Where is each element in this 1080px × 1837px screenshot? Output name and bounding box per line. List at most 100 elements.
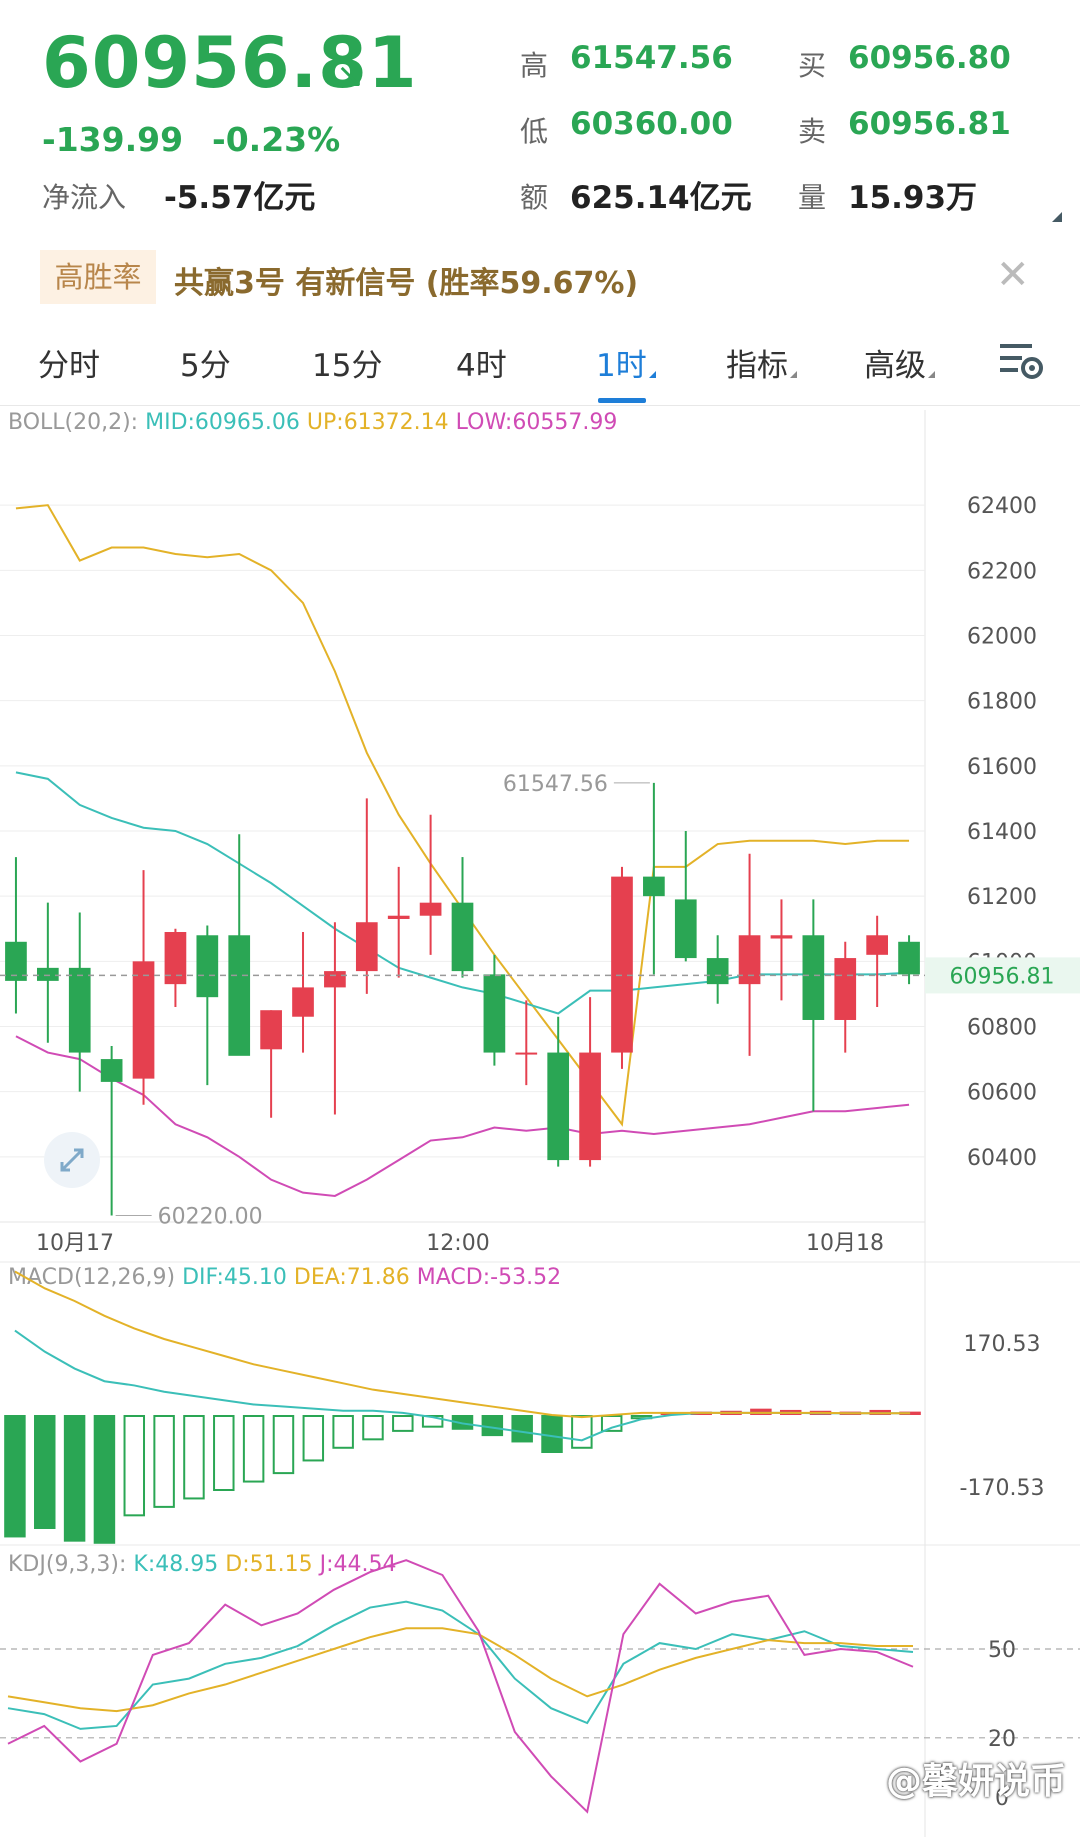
kdj-chart: 50 20 0	[0, 1559, 1080, 1814]
kdj-d: D:51.15	[225, 1552, 313, 1577]
macd-bar	[34, 1415, 56, 1529]
y-tick-label: 61800	[967, 690, 1037, 715]
signal-banner-text[interactable]: 共赢3号 有新信号 (胜率59.67%)	[174, 266, 639, 301]
buy-value: 60956.80	[848, 40, 1011, 76]
candle-body	[260, 1010, 282, 1050]
candle-body	[770, 935, 793, 939]
macd-bar	[750, 1408, 772, 1415]
tab-label: 4时	[456, 348, 507, 384]
price-change: -139.99	[42, 120, 184, 159]
candle-body	[451, 902, 474, 972]
macd-chart: 170.53 -170.53	[0, 1270, 1080, 1546]
macd-dif: DIF:45.10	[182, 1265, 287, 1290]
tab-label: 5分	[180, 348, 231, 384]
chart-settings-icon[interactable]	[998, 340, 1044, 384]
candle-body	[674, 899, 697, 959]
high-winrate-badge: 高胜率	[40, 250, 156, 304]
macd-legend: MACD(12,26,9) DIF:45.10 DEA:71.86 MACD:-…	[8, 1265, 561, 1290]
high-marker-label: 61547.56	[503, 772, 608, 797]
boll-low-line	[15, 1035, 910, 1197]
expand-icon[interactable]	[44, 1132, 100, 1188]
y-tick-label: 60800	[967, 1016, 1037, 1041]
kdj-j: J:44.54	[319, 1552, 397, 1577]
sell-value: 60956.81	[848, 106, 1011, 142]
macd-bar	[332, 1415, 354, 1449]
kdj-k-line	[7, 1600, 914, 1730]
macd-bar	[93, 1415, 116, 1544]
close-icon[interactable]: ✕	[996, 252, 1030, 298]
expand-quote-corner-icon[interactable]	[1052, 212, 1062, 222]
candle-body	[196, 935, 219, 998]
tab-15min[interactable]: 15分	[312, 340, 382, 385]
candlestick-chart: 6240062200620006180061600614006120061000…	[0, 410, 1080, 1837]
candle-body	[483, 974, 506, 1053]
kdj-tick-label: 50	[988, 1638, 1016, 1663]
macd-bar	[421, 1415, 444, 1428]
kdj-k: K:48.95	[133, 1552, 219, 1577]
y-tick-label: 62000	[967, 625, 1037, 650]
macd-bar	[272, 1415, 295, 1475]
tab-advanced[interactable]: 高级	[864, 340, 935, 385]
low-marker-label: 60220.00	[158, 1204, 263, 1229]
macd-bar	[362, 1415, 384, 1441]
candle-body	[802, 935, 825, 1020]
tab-timeshare[interactable]: 分时	[38, 340, 100, 385]
tab-indicators[interactable]: 指标	[726, 340, 797, 385]
y-tick-label: 61400	[967, 820, 1037, 845]
candle-body	[5, 941, 27, 981]
y-tick-label: 60400	[967, 1146, 1037, 1171]
macd-bar	[123, 1415, 146, 1517]
tabs-divider	[0, 405, 1080, 406]
tab-4hour[interactable]: 4时	[456, 340, 507, 385]
kdj-tick-label: 20	[988, 1727, 1016, 1752]
y-tick-label: 61200	[967, 885, 1037, 910]
macd-dea-line	[14, 1270, 911, 1419]
amount-label: 额	[520, 181, 549, 214]
x-tick-label: 12:00	[426, 1231, 489, 1256]
kdj-tick-label: 0	[995, 1786, 1009, 1811]
macd-bar	[213, 1415, 235, 1491]
candle-body	[132, 961, 155, 1079]
low-value: 60360.00	[570, 106, 733, 142]
candle-body	[579, 1052, 601, 1161]
dropdown-corner-icon	[790, 371, 797, 378]
volume-value: 15.93万	[848, 180, 978, 216]
dropdown-corner-icon	[648, 371, 656, 378]
macd-bar	[183, 1415, 205, 1500]
macd-bar	[481, 1415, 504, 1437]
candle-body	[515, 1052, 538, 1055]
candle-body	[37, 967, 59, 981]
netflow-label: 净流入	[42, 181, 127, 214]
macd-bar	[392, 1415, 414, 1432]
tab-label: 1时	[596, 348, 647, 384]
tab-5min[interactable]: 5分	[180, 340, 231, 385]
candle-body	[611, 876, 633, 1053]
y-tick-label: 62400	[967, 494, 1037, 519]
dropdown-corner-icon	[928, 371, 935, 378]
tab-label: 15分	[312, 348, 383, 384]
macd-bar	[302, 1415, 325, 1462]
candle-body	[68, 967, 91, 1053]
kdj-name: KDJ(9,3,3):	[8, 1552, 127, 1577]
boll-up: UP:61372.14	[306, 410, 449, 435]
current-price-tag-bg	[925, 957, 1080, 994]
tab-1hour[interactable]: 1时	[596, 340, 656, 385]
candle-body	[706, 958, 729, 985]
x-tick-label: 10月17	[36, 1231, 114, 1256]
macd-dea: DEA:71.86	[293, 1265, 410, 1290]
kdj-j-line	[7, 1559, 914, 1814]
macd-bar	[511, 1415, 533, 1443]
sell-label: 卖	[798, 115, 827, 148]
tab-label: 指标	[726, 348, 788, 384]
candle-body	[547, 1052, 570, 1161]
macd-dif-line	[14, 1329, 911, 1442]
macd-tick-label: 170.53	[964, 1332, 1041, 1357]
watermark-text: @馨妍说币	[885, 1761, 1066, 1802]
boll-mid: MID:60965.06	[145, 410, 300, 435]
macd-bar	[153, 1415, 175, 1508]
candle-body	[324, 971, 346, 988]
macd-bar	[660, 1412, 683, 1415]
macd-bar	[541, 1415, 563, 1453]
tab-label: 高级	[864, 348, 926, 384]
